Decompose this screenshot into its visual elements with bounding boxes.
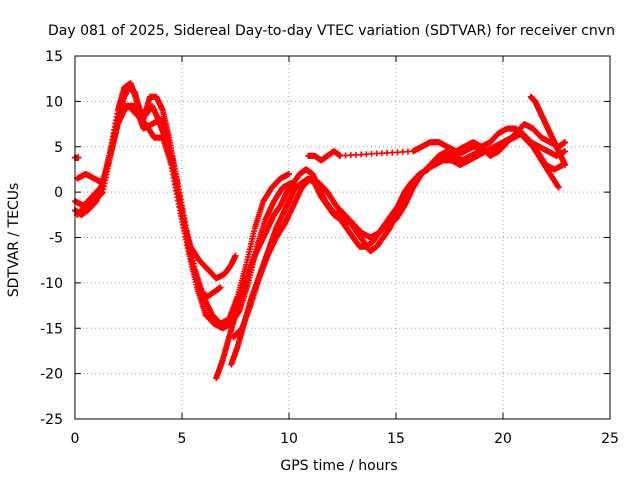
data-series	[72, 80, 569, 382]
x-tick-label: 25	[601, 431, 619, 447]
y-tick-label: -5	[49, 231, 63, 247]
data-point	[562, 148, 569, 155]
series-track-i	[527, 93, 569, 168]
data-point	[352, 151, 359, 158]
y-tick-label: -10	[40, 276, 63, 292]
data-point	[368, 150, 375, 157]
data-point	[373, 150, 380, 157]
grid-lines	[75, 56, 610, 419]
data-point	[389, 149, 396, 156]
y-tick-label: 0	[54, 185, 63, 201]
data-point	[562, 161, 569, 168]
y-tick-label: 15	[45, 49, 63, 65]
y-tick-label: -15	[40, 321, 63, 337]
x-tick-label: 15	[387, 431, 405, 447]
data-point	[75, 154, 82, 161]
data-point	[555, 184, 562, 191]
data-point	[404, 148, 411, 155]
data-point	[399, 148, 406, 155]
x-tick-label: 10	[280, 431, 298, 447]
x-tick-label: 20	[494, 431, 512, 447]
y-axis-label: SDTVAR / TECUs	[6, 183, 22, 298]
data-point	[347, 152, 354, 159]
data-point	[217, 284, 224, 291]
axis-ticks: 0 5 10 15 20 25 15 10 5 0 -5 -10 -15 -20 -25	[40, 49, 619, 447]
data-point	[286, 170, 292, 177]
x-tick-label: 5	[178, 431, 187, 447]
data-point	[394, 149, 401, 156]
series-track-h	[305, 121, 569, 164]
data-point	[232, 252, 239, 259]
x-axis-label: GPS time / hours	[280, 458, 397, 474]
data-point	[337, 152, 344, 159]
data-point	[342, 152, 349, 159]
y-tick-label: -20	[40, 367, 63, 383]
data-point	[363, 151, 370, 158]
data-point	[358, 151, 365, 158]
data-point	[562, 139, 569, 146]
x-tick-label: 0	[71, 431, 80, 447]
y-tick-label: -25	[40, 412, 63, 428]
chart-title: Day 081 of 2025, Sidereal Day-to-day VTE…	[48, 23, 615, 39]
data-point	[378, 150, 385, 157]
y-tick-label: 5	[54, 140, 63, 156]
data-point	[384, 149, 391, 156]
y-tick-label: 10	[45, 94, 63, 110]
